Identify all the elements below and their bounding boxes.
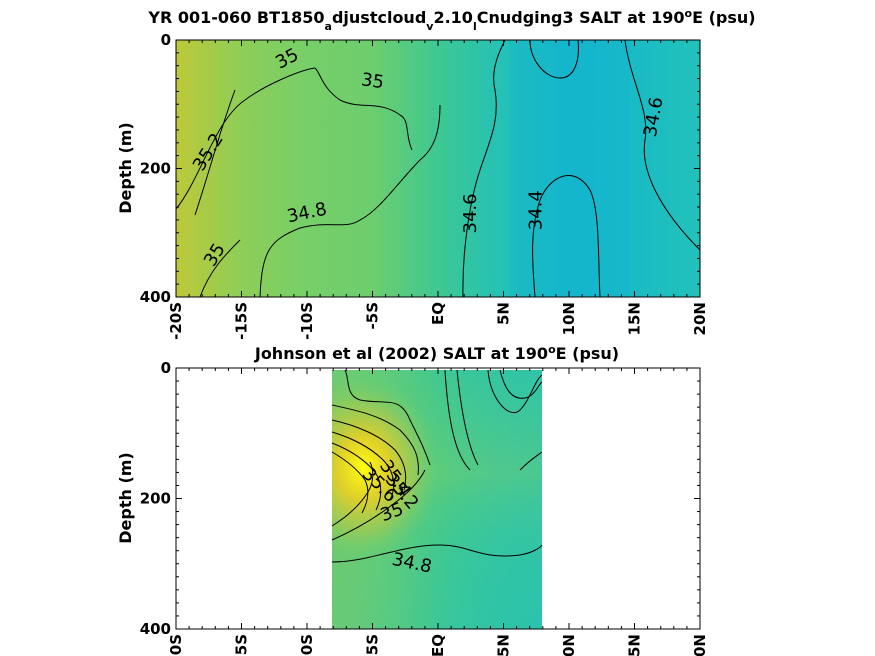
x-tick-label: EQ [429, 302, 447, 325]
contour-b-4 [331, 431, 395, 501]
x-tick-label: 20N [691, 634, 709, 656]
contour-34-6-left [462, 39, 506, 298]
contour-b-right-3 [487, 369, 543, 413]
x-tick-label: 20N [691, 302, 709, 335]
contour-b-6 [331, 451, 369, 514]
contour-34-8 [259, 104, 441, 298]
bottom-panel: Johnson et al (2002) SALT at 190oE (psu)… [116, 343, 709, 656]
x-tick-label: 10N [560, 302, 578, 335]
bottom-salinity-core [332, 370, 542, 629]
x-tick-label: -20S [167, 302, 185, 340]
x-tick-label: -20S [167, 634, 185, 656]
contour-35-top [175, 67, 413, 210]
bottom-y-axis-label: Depth (m) [116, 452, 135, 544]
x-tick-label: -15S [233, 302, 251, 340]
bottom-axis-ticks: -20S -15S -10S -5S EQ 5N 10N 15N 20N 0 200 400 [140, 359, 709, 656]
x-tick-label: 15N [626, 634, 644, 656]
y-tick-label: 400 [140, 288, 171, 306]
contour-b-5 [331, 442, 382, 511]
contour-b-right-1 [444, 369, 471, 471]
contour-35-2 [194, 89, 236, 216]
top-panel: YR 001-060 BT1850adjustcloudv2.10lCnudgi… [116, 7, 756, 340]
x-tick-label: 5N [495, 302, 513, 325]
top-y-axis-label: Depth (m) [116, 122, 135, 214]
contour-b-3 [331, 419, 407, 491]
top-panel-title: YR 001-060 BT1850adjustcloudv2.10lCnudgi… [147, 7, 755, 33]
contour-34-8-bottom [331, 544, 543, 563]
contour-b-right-4 [499, 369, 543, 399]
y-tick-label: 200 [140, 160, 171, 178]
y-tick-label: 400 [140, 620, 171, 638]
x-tick-label: -10S [298, 634, 316, 656]
contour-label: 34.6 [460, 193, 481, 233]
y-tick-label: 0 [161, 359, 171, 377]
contour-b-7 [331, 461, 374, 527]
bottom-contour-lines [331, 369, 543, 563]
y-tick-label: 0 [161, 31, 171, 49]
x-tick-label: 10N [560, 634, 578, 656]
x-tick-label: 15N [626, 302, 644, 335]
top-salinity-field [176, 40, 700, 297]
contour-b-right-2 [456, 369, 479, 466]
top-contour-lines [175, 39, 701, 298]
x-tick-label: -10S [298, 302, 316, 340]
contour-34-6-right [624, 39, 701, 251]
contour-label: 35 [360, 69, 386, 93]
contour-b-1 [344, 369, 431, 466]
top-axis-ticks: -20S -15S -10S -5S EQ 5N 10N 15N 20N 0 200 400 [140, 31, 709, 340]
contour-b-8 [331, 469, 426, 541]
contour-b-right-5 [519, 451, 543, 471]
x-tick-label: -5S [364, 302, 382, 329]
x-tick-label: EQ [429, 634, 447, 656]
x-tick-label: -5S [364, 634, 382, 656]
contour-34-4-top [529, 39, 579, 79]
top-blue-core [510, 40, 630, 297]
contour-b-2 [331, 404, 419, 476]
x-tick-label: 5N [495, 634, 513, 656]
contour-34-4-blue [532, 175, 601, 298]
contour-label: 34.4 [525, 190, 546, 230]
x-tick-label: -15S [233, 634, 251, 656]
y-tick-label: 200 [140, 490, 171, 508]
bottom-panel-title: Johnson et al (2002) SALT at 190oE (psu) [254, 343, 619, 363]
contour-35-bottom [199, 239, 241, 298]
